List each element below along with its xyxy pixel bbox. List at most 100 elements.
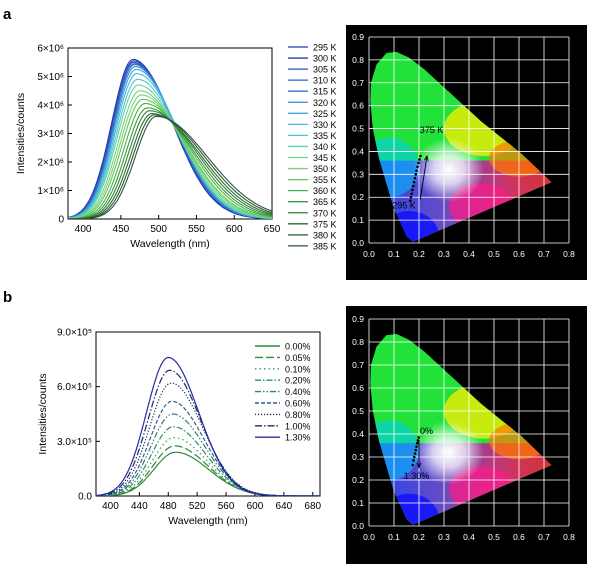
legend-label: 350 K xyxy=(313,164,337,174)
cie-x-tick-label: 0.2 xyxy=(413,249,425,259)
cie-y-tick-label: 0.5 xyxy=(352,406,364,416)
y-tick-label: 3×10⁶ xyxy=(37,129,64,140)
legend-label: 0.05% xyxy=(285,353,311,363)
cie-point xyxy=(413,452,417,455)
cie-y-tick-label: 0.1 xyxy=(352,215,364,225)
spectra-chart-a: 400 450 500 550 600 650 0 1×10⁶ 2×10⁶ 3×10⁶ 4×10⁶ 5… xyxy=(15,44,281,251)
cie-x-tick-label: 0.8 xyxy=(563,532,575,542)
cie-y-tick-label: 0.0 xyxy=(352,521,364,531)
legend-label: 0.60% xyxy=(285,399,311,409)
cie-y-tick-label: 0.1 xyxy=(352,498,364,508)
legend-label: 0.00% xyxy=(285,342,311,352)
cie-y-tick-label: 0.3 xyxy=(352,452,364,462)
legend-label: 355 K xyxy=(313,175,337,185)
y-axis-label: Intensities/counts xyxy=(15,93,27,174)
series-line xyxy=(96,400,320,496)
x-tick-label: 440 xyxy=(131,501,148,512)
legend-label: 0.20% xyxy=(285,376,311,386)
legend-label: 360 K xyxy=(313,186,337,196)
cie-x-tick-label: 0.8 xyxy=(563,249,575,259)
cie-arrow-shaft xyxy=(419,155,428,200)
y-tick-label: 9.0×10⁵ xyxy=(57,328,92,339)
cie-y-tick-label: 0.8 xyxy=(352,337,364,347)
x-tick-label: 520 xyxy=(189,501,206,512)
legend-label: 365 K xyxy=(313,197,337,207)
legend-label: 0.80% xyxy=(285,410,311,420)
cie-x-tick-label: 0.6 xyxy=(513,532,525,542)
cie-y-tick-label: 0.8 xyxy=(352,55,364,65)
cie-point xyxy=(411,463,415,467)
y-tick-label: 4×10⁶ xyxy=(37,101,64,112)
y-tick-label: 5×10⁶ xyxy=(37,72,64,83)
x-tick-label: 400 xyxy=(75,224,92,235)
cie-point xyxy=(418,158,421,161)
cie-y-tick-label: 0.2 xyxy=(352,475,364,485)
x-tick-label: 600 xyxy=(226,224,243,235)
x-tick-label: 480 xyxy=(160,501,177,512)
cie-y-tick-label: 0.4 xyxy=(352,429,364,439)
cie-y-tick-label: 0.9 xyxy=(352,32,364,42)
cie-diagram-a: 0.0 0.1 0.2 0.3 0.4 0.5 0.6 0.7 0.8 0.0 0.1 0.2 0.3 0… xyxy=(346,25,587,280)
x-axis-label: Wavelength (nm) xyxy=(168,515,248,527)
legend-label: 330 K xyxy=(313,120,337,130)
cie-x-tick-label: 0.3 xyxy=(438,249,450,259)
cie-y-tick-label: 0.9 xyxy=(352,314,364,324)
legend-label: 380 K xyxy=(313,230,337,240)
cie-y-tick-label: 0.5 xyxy=(352,124,364,134)
cie-annotation: 0% xyxy=(420,426,433,436)
x-tick-label: 600 xyxy=(247,501,264,512)
cie-point xyxy=(409,195,413,199)
spectra-chart-b: 400 440 480 520 560 600 640 680 0.0 3.0×10⁵ 6.0×10… xyxy=(37,328,322,528)
legend-label: 1.00% xyxy=(285,421,311,431)
cie-x-tick-label: 0.1 xyxy=(388,249,400,259)
legend-label: 1.30% xyxy=(285,433,311,443)
legend-label: 0.10% xyxy=(285,364,311,374)
cie-x-tick-label: 0.3 xyxy=(438,532,450,542)
legend-label: 325 K xyxy=(313,109,337,119)
cie-y-tick-label: 0.7 xyxy=(352,78,364,88)
cie-x-tick-label: 0.5 xyxy=(488,249,500,259)
cie-point xyxy=(417,436,421,439)
legend-label: 0.40% xyxy=(285,387,311,397)
cie-point xyxy=(411,184,415,188)
y-tick-label: 0 xyxy=(58,215,64,226)
panel-letter-b: b xyxy=(3,289,13,306)
cie-x-tick-label: 0.7 xyxy=(538,249,550,259)
legend-label: 295 K xyxy=(313,43,337,53)
legend-label: 340 K xyxy=(313,142,337,152)
cie-point xyxy=(408,199,412,202)
cie-y-tick-label: 0.7 xyxy=(352,360,364,370)
cie-x-tick-label: 0.1 xyxy=(388,532,400,542)
cie-x-tick-label: 0.2 xyxy=(413,532,425,542)
x-tick-label: 400 xyxy=(102,501,119,512)
legend-label: 315 K xyxy=(313,87,337,97)
legend-label: 385 K xyxy=(313,241,337,251)
cie-point xyxy=(412,180,416,184)
cie-point xyxy=(413,176,417,180)
y-tick-label: 3.0×10⁵ xyxy=(57,437,92,448)
series-line xyxy=(96,445,320,496)
x-tick-label: 640 xyxy=(276,501,293,512)
cie-annotation: 1.30% xyxy=(404,471,430,481)
cie-x-tick-label: 0.7 xyxy=(538,532,550,542)
legend-label: 345 K xyxy=(313,153,337,163)
cie-arrow-head xyxy=(416,462,422,469)
y-tick-label: 0.0 xyxy=(78,492,92,503)
cie-y-tick-label: 0.0 xyxy=(352,238,364,248)
y-tick-label: 6.0×10⁵ xyxy=(57,382,92,393)
y-axis-label: Intensities/counts xyxy=(37,373,49,454)
cie-point xyxy=(412,455,416,459)
cie-white-point xyxy=(414,137,484,202)
cie-x-tick-label: 0.5 xyxy=(488,532,500,542)
cie-x-tick-label: 0.4 xyxy=(463,532,475,542)
legend-label: 320 K xyxy=(313,98,337,108)
legend-label: 370 K xyxy=(313,208,337,218)
cie-point xyxy=(415,169,418,172)
cie-point xyxy=(416,165,419,169)
cie-x-tick-label: 0.0 xyxy=(363,249,375,259)
cie-x-tick-label: 0.4 xyxy=(463,249,475,259)
cie-annotation: 375 K xyxy=(420,125,444,135)
cie-y-tick-label: 0.3 xyxy=(352,169,364,179)
